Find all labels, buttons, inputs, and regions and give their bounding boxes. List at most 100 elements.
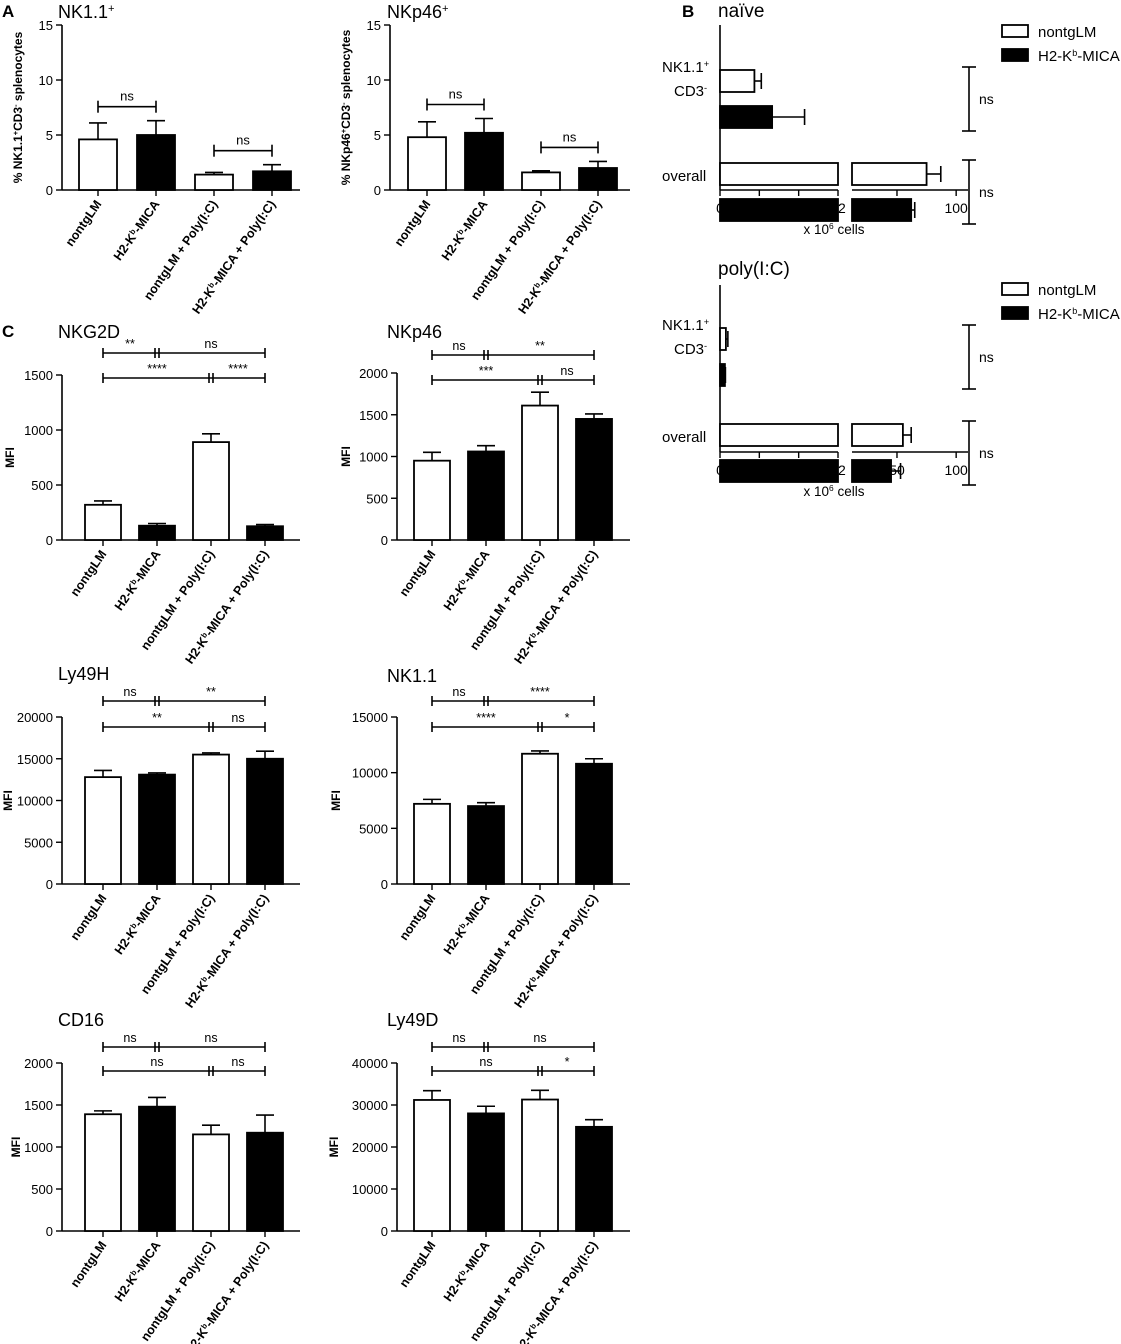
legend-label-part: -MICA: [1077, 306, 1120, 323]
y-axis-label: MFI: [1, 790, 15, 811]
chart-title-part: NKp46: [387, 2, 442, 22]
y-tick-label: 0: [374, 183, 381, 198]
x-tick-label-sup: b: [199, 1321, 209, 1330]
x-tick-label-part: H2-K: [511, 635, 539, 667]
group-label: NK1.1+: [662, 59, 709, 76]
y-tick-label: 20000: [352, 1140, 388, 1155]
y-tick-label: 1500: [24, 368, 53, 383]
chart-title: NK1.1: [387, 666, 437, 686]
chart-title-part: CD16: [58, 1010, 104, 1030]
x-tick-label-part: H2-K: [441, 1272, 469, 1304]
group-label-part: +: [704, 59, 709, 69]
bar: [851, 162, 928, 186]
y-axis-label-part: splenocytes: [339, 29, 353, 102]
y-axis-label-part: MFI: [329, 790, 343, 811]
x-tick-label: nontgLM: [397, 892, 439, 943]
bar: [84, 776, 122, 885]
x-tick-label-part: -MICA: [460, 548, 492, 586]
y-tick-label: 15000: [17, 752, 53, 767]
bar: [246, 525, 284, 541]
x-tick-label: nontgLM: [68, 892, 110, 943]
sig-label: ns: [979, 445, 994, 461]
bar: [521, 171, 561, 191]
y-axis-label-part: MFI: [3, 447, 17, 468]
x-tick-label: 100: [944, 462, 968, 478]
x-tick-label-part: -MICA: [131, 892, 163, 930]
y-tick-label: 10: [367, 73, 381, 88]
y-tick-label: 1000: [24, 1140, 53, 1155]
chart-title: Ly49H: [58, 664, 109, 684]
x-tick-label: nontgLM: [397, 1239, 439, 1290]
y-tick-label: 15: [39, 18, 53, 33]
bar: [464, 131, 504, 191]
bar: [192, 441, 230, 541]
y-axis-label-part: CD3: [11, 107, 25, 131]
x-axis-label-part: x 10: [804, 222, 830, 237]
bar: [719, 363, 726, 387]
x-tick-label: 100: [944, 200, 968, 216]
bar: [78, 138, 118, 191]
group-label-part: -: [704, 341, 707, 351]
x-axis-label: x 106 cells: [804, 483, 865, 499]
y-axis-label-part: % NKp46: [339, 133, 353, 185]
sig-label: ns: [123, 685, 136, 699]
x-tick-label-part: -MICA + Poly(I:C): [535, 198, 605, 289]
x-tick-label: H2-Kb-MICA: [110, 197, 162, 263]
x-axis-label: x 106 cells: [804, 221, 865, 237]
y-tick-label: 15: [367, 18, 381, 33]
chart-title: NKp46: [387, 322, 442, 342]
legend-label-part: H2-K: [1038, 48, 1072, 65]
sig-label: **: [535, 339, 545, 353]
x-tick-label: H2-Kb-MICA: [111, 891, 163, 957]
x-axis-label-part: 6: [829, 221, 834, 231]
x-tick-label-part: nontgLM: [68, 548, 110, 599]
bar: [407, 136, 447, 191]
x-tick-label-part: nontgLM: [68, 892, 110, 943]
legend-swatch: [1001, 24, 1029, 38]
chart-title: Ly49D: [387, 1010, 438, 1030]
x-tick-label-sup: b: [128, 921, 138, 930]
x-tick-label: nontgLM: [68, 548, 110, 599]
x-tick-label-part: H2-K: [112, 1272, 140, 1304]
y-tick-label: 0: [381, 1224, 388, 1239]
x-tick-label-sup: b: [457, 577, 467, 586]
y-tick-label: 1000: [359, 450, 388, 465]
sig-label: *: [565, 711, 570, 725]
bar: [851, 423, 904, 447]
x-axis-label-part: cells: [834, 484, 865, 499]
sig-label: ns: [204, 337, 217, 351]
y-axis-label-part: MFI: [339, 446, 353, 467]
chart-title: NKG2D: [58, 322, 120, 342]
group-label-part: -: [704, 83, 707, 93]
sig-label: ****: [530, 685, 550, 699]
chart-title: NK1.1+: [58, 2, 115, 22]
bar: [521, 1098, 559, 1232]
bar: [575, 762, 613, 885]
x-tick-label-part: H2-K: [441, 925, 469, 957]
sig-label: ns: [123, 1031, 136, 1045]
x-tick-label-part: nontgLM: [397, 548, 439, 599]
y-tick-label: 15000: [352, 710, 388, 725]
x-tick-label-sup: b: [128, 577, 138, 586]
y-tick-label: 20000: [17, 710, 53, 725]
bar: [467, 805, 505, 885]
bar: [138, 1105, 176, 1232]
legend-label-sup: b: [1072, 48, 1077, 58]
y-axis-label-part: -: [11, 104, 20, 107]
x-tick-label: H2-Kb-MICA: [111, 547, 163, 613]
x-tick-label-part: H2-K: [112, 925, 140, 957]
sig-label: ns: [452, 685, 465, 699]
y-tick-label: 10: [39, 73, 53, 88]
bar: [192, 1133, 230, 1232]
y-axis-label-part: MFI: [9, 1137, 23, 1158]
x-tick-label-part: nontgLM: [397, 1239, 439, 1290]
chart-title-part: NK1.1: [387, 666, 437, 686]
y-tick-label: 0: [46, 533, 53, 548]
sig-label: ns: [236, 133, 250, 148]
y-axis-label: MFI: [329, 790, 343, 811]
chart-title-part: Ly49D: [387, 1010, 438, 1030]
